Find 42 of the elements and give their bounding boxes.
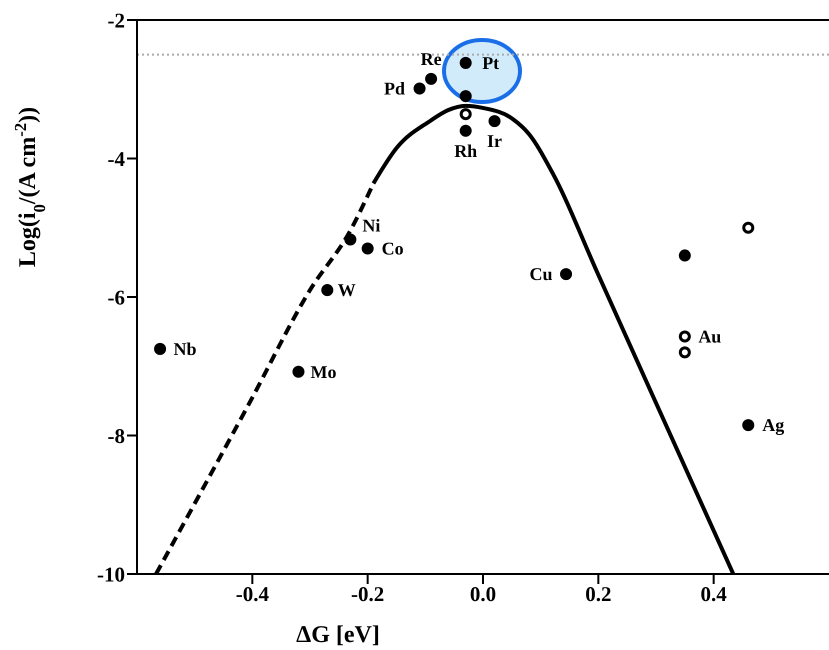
point bbox=[678, 249, 691, 262]
annotation: Re bbox=[420, 48, 442, 69]
point bbox=[425, 72, 438, 85]
annotation: Co bbox=[382, 238, 404, 259]
y-tick-label: -10 bbox=[97, 562, 125, 586]
x-tick-label: -0.2 bbox=[351, 582, 384, 606]
y-tick-label: -2 bbox=[108, 8, 125, 32]
point bbox=[321, 284, 334, 296]
annotation: Ir bbox=[487, 131, 502, 152]
point bbox=[414, 82, 426, 95]
annotation: Nb bbox=[174, 338, 197, 359]
point bbox=[678, 346, 691, 358]
point bbox=[460, 56, 472, 69]
point bbox=[742, 222, 754, 234]
point bbox=[460, 124, 472, 137]
annotation: Ni bbox=[362, 216, 380, 236]
y-tick-label: -4 bbox=[108, 146, 126, 171]
annotation: Rh bbox=[454, 140, 478, 161]
x-tick-label: 0.0 bbox=[470, 582, 496, 606]
annotation: Pt bbox=[482, 52, 500, 73]
point bbox=[344, 234, 356, 246]
point bbox=[460, 108, 472, 120]
annotation: Au bbox=[698, 326, 722, 346]
x-tick-label: 0.4 bbox=[700, 582, 728, 606]
y-tick-label: -8 bbox=[108, 424, 125, 448]
x-tick-label: -0.4 bbox=[236, 582, 270, 606]
annotation: Cu bbox=[530, 264, 553, 284]
x-axis-title: ΔG [eV] bbox=[296, 622, 380, 648]
point bbox=[678, 330, 691, 342]
x-tick-label: 0.2 bbox=[585, 582, 612, 606]
annotation: Pd bbox=[384, 78, 406, 99]
annotation: Ag bbox=[762, 415, 784, 436]
annotation: W bbox=[338, 280, 356, 300]
point bbox=[560, 268, 572, 280]
annotation: Mo bbox=[310, 362, 336, 382]
point bbox=[488, 115, 501, 128]
point bbox=[460, 90, 472, 102]
point bbox=[292, 366, 304, 378]
point bbox=[742, 419, 754, 432]
point bbox=[154, 342, 166, 355]
point bbox=[362, 242, 374, 255]
y-tick-label: -6 bbox=[108, 285, 125, 310]
